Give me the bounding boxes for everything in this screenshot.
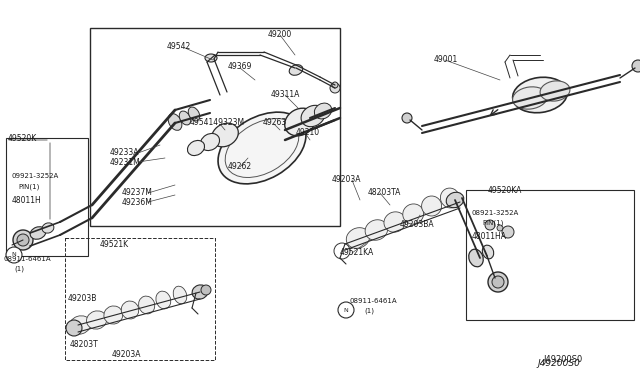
Text: 48203TA: 48203TA: [368, 188, 401, 197]
Text: 49200: 49200: [268, 30, 292, 39]
Ellipse shape: [513, 87, 547, 109]
Ellipse shape: [483, 245, 493, 259]
Circle shape: [6, 247, 22, 263]
Ellipse shape: [179, 111, 191, 125]
Text: PIN(1): PIN(1): [18, 183, 40, 189]
Ellipse shape: [513, 77, 567, 113]
Ellipse shape: [301, 105, 325, 127]
Bar: [6, 138, 88, 256]
Ellipse shape: [188, 107, 200, 121]
Circle shape: [332, 82, 338, 88]
Circle shape: [402, 113, 412, 123]
Ellipse shape: [346, 228, 370, 248]
Text: J49200S0: J49200S0: [543, 355, 582, 364]
Bar: [65, 238, 215, 360]
Circle shape: [338, 302, 354, 318]
Circle shape: [66, 320, 82, 336]
Ellipse shape: [104, 306, 123, 324]
Ellipse shape: [540, 81, 570, 101]
Text: 4954149323M: 4954149323M: [190, 118, 245, 127]
Circle shape: [492, 276, 504, 288]
Text: 49521KA: 49521KA: [340, 248, 374, 257]
Text: 48011H: 48011H: [12, 196, 42, 205]
Text: 49231M: 49231M: [110, 158, 141, 167]
Circle shape: [488, 272, 508, 292]
Ellipse shape: [173, 286, 187, 304]
Text: 08911-6461A: 08911-6461A: [4, 256, 52, 262]
Text: 49262: 49262: [228, 162, 252, 171]
Text: 49369: 49369: [228, 62, 252, 71]
Ellipse shape: [446, 192, 464, 208]
Text: 49520KA: 49520KA: [488, 186, 522, 195]
Text: 48011HA: 48011HA: [472, 232, 507, 241]
Bar: [466, 190, 634, 320]
Text: 49001: 49001: [434, 55, 458, 64]
Ellipse shape: [188, 141, 205, 155]
Text: N: N: [344, 308, 348, 312]
Circle shape: [502, 226, 514, 238]
Text: 08921-3252A: 08921-3252A: [472, 210, 519, 216]
Ellipse shape: [42, 223, 54, 233]
Ellipse shape: [440, 188, 460, 208]
Text: (1): (1): [14, 266, 24, 273]
Circle shape: [330, 83, 340, 93]
Text: 49311A: 49311A: [271, 90, 300, 99]
Ellipse shape: [422, 196, 442, 216]
Ellipse shape: [200, 134, 220, 151]
Text: J49200S0: J49200S0: [537, 359, 580, 368]
Text: 49237M: 49237M: [122, 188, 153, 197]
Ellipse shape: [314, 103, 332, 119]
Ellipse shape: [86, 311, 107, 329]
Bar: [90, 28, 340, 226]
Text: 49203A: 49203A: [112, 350, 141, 359]
Circle shape: [17, 234, 29, 246]
Text: PIN(1): PIN(1): [482, 220, 504, 227]
Text: N: N: [12, 253, 17, 257]
Ellipse shape: [218, 112, 306, 184]
Circle shape: [485, 220, 495, 230]
Ellipse shape: [156, 291, 171, 309]
Text: 49203B: 49203B: [68, 294, 97, 303]
Ellipse shape: [289, 65, 303, 75]
Ellipse shape: [30, 227, 46, 239]
Text: 49236M: 49236M: [122, 198, 153, 207]
Ellipse shape: [212, 123, 238, 147]
Text: 08911-6461A: 08911-6461A: [350, 298, 397, 304]
Ellipse shape: [384, 212, 406, 232]
Text: 49203A: 49203A: [332, 175, 362, 184]
Circle shape: [201, 285, 211, 295]
Ellipse shape: [69, 316, 91, 334]
Ellipse shape: [168, 114, 182, 130]
Text: 49210: 49210: [296, 128, 320, 137]
Text: 49542: 49542: [167, 42, 191, 51]
Ellipse shape: [192, 285, 208, 299]
Ellipse shape: [205, 54, 217, 62]
Text: 48203T: 48203T: [70, 340, 99, 349]
Text: 49520K: 49520K: [8, 134, 37, 143]
Ellipse shape: [139, 296, 155, 314]
Ellipse shape: [121, 301, 139, 319]
Circle shape: [497, 225, 503, 231]
Ellipse shape: [285, 108, 316, 136]
Ellipse shape: [468, 249, 483, 267]
Text: 49233A: 49233A: [110, 148, 140, 157]
Circle shape: [13, 230, 33, 250]
Text: 09921-3252A: 09921-3252A: [12, 173, 60, 179]
Text: 49521K: 49521K: [100, 240, 129, 249]
Text: 49203BA: 49203BA: [400, 220, 435, 229]
Text: (1): (1): [364, 308, 374, 314]
Ellipse shape: [365, 220, 388, 240]
Text: 49263: 49263: [263, 118, 287, 127]
Circle shape: [632, 60, 640, 72]
Ellipse shape: [403, 204, 424, 224]
